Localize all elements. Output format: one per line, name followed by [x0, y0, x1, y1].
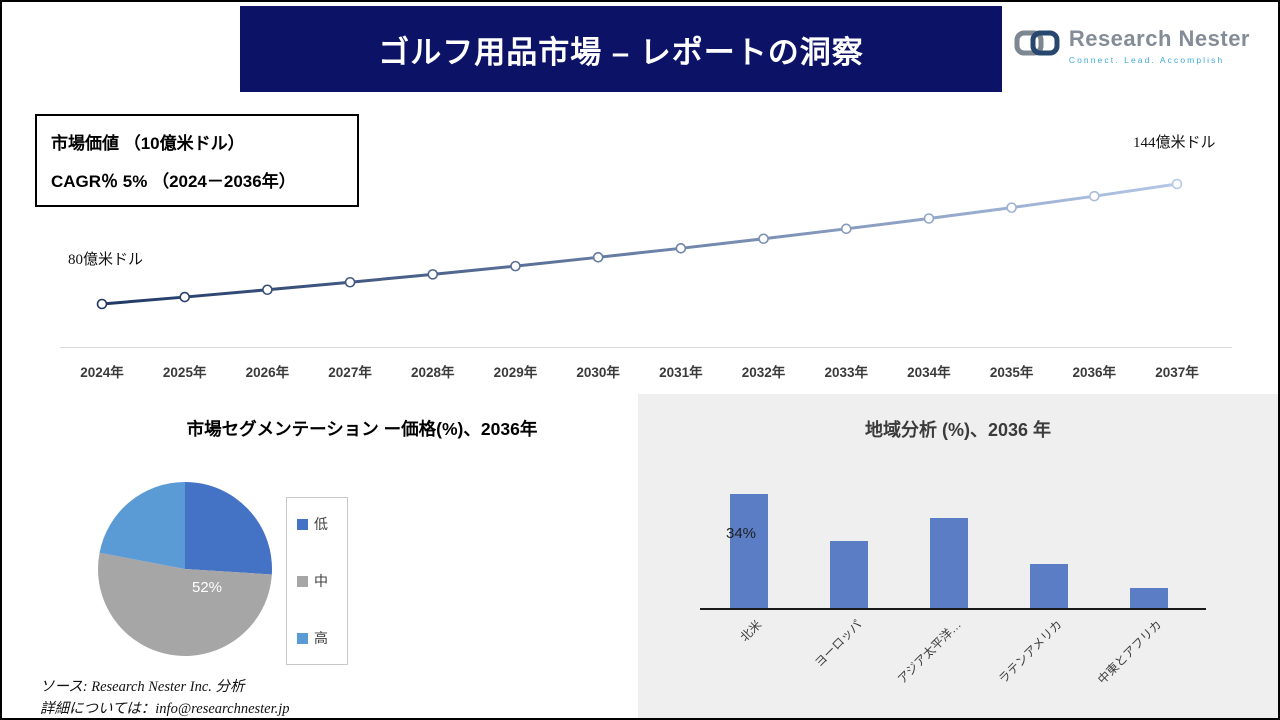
bar	[730, 494, 768, 608]
legend-label: 中	[314, 573, 328, 589]
line-marker	[96, 298, 108, 310]
bar-category-label: 中東とアフリカ	[1095, 617, 1165, 687]
logo-text: Research Nester Connect. Lead. Accomplis…	[1069, 26, 1250, 65]
title-banner: ゴルフ用品市場 – レポートの洞察	[240, 6, 1002, 92]
line-marker	[262, 284, 273, 296]
x-axis-label: 2037年	[1155, 365, 1199, 380]
line-marker	[675, 243, 687, 254]
line-marker	[840, 223, 852, 235]
logo-brand-text: Research Nester	[1068, 26, 1250, 51]
x-axis-label: 2029年	[493, 365, 538, 380]
legend-item: 低	[297, 514, 337, 534]
bar-chart-title: 地域分析 (%)、2036 年	[864, 420, 1052, 440]
line-marker	[923, 213, 935, 224]
line-marker	[592, 252, 604, 263]
contact-note: 詳細については：info@researchnester.jp	[40, 701, 290, 717]
bar-category-label: アジア太平洋…	[895, 617, 965, 687]
pie-data-label: 52%	[192, 579, 222, 596]
x-axis-label: 2025年	[162, 365, 207, 380]
line-start-value: 80億米ドル	[68, 252, 144, 268]
regional-analysis-panel: 地域分析 (%)、2036 年 北米 ヨーロッパ アジア太平洋… ラテンアメリカ 中東と…	[638, 394, 1278, 718]
x-axis-label: 2033年	[824, 365, 868, 380]
pie-chart-title: 市場セグメンテーション ー価格(%)、2036年	[186, 419, 538, 439]
logo-tagline: Connect. Lead. Accomplish	[1068, 55, 1225, 65]
line-marker	[1006, 202, 1017, 213]
line-marker	[427, 269, 439, 280]
line-marker	[1089, 190, 1100, 202]
x-axis-label: 2030年	[576, 365, 620, 380]
line-marker	[344, 276, 356, 288]
bar-category-label: 北米	[737, 617, 765, 645]
legend-swatch	[297, 632, 308, 644]
market-value-cagr-box: 市場価値 （10億米ドル） CAGR％ 5% （2024－2036年）	[35, 114, 359, 207]
legend-item: 中	[297, 571, 337, 591]
bar-category-label: ヨーロッパ	[811, 617, 865, 670]
pie-legend: 低中高	[286, 497, 348, 665]
bar	[1030, 564, 1068, 608]
brand-logo: Research Nester Connect. Lead. Accomplis…	[1014, 26, 1250, 65]
page-title: ゴルフ用品市場 – レポートの洞察	[378, 34, 864, 70]
x-axis-label: 2036年	[1072, 365, 1117, 380]
x-axis-label: 2032年	[741, 365, 786, 380]
line-marker	[758, 233, 769, 245]
line-marker	[1171, 178, 1183, 190]
x-axis-label: 2024年	[80, 365, 124, 380]
bar-category-label: ラテンアメリカ	[995, 617, 1065, 687]
line-marker	[510, 260, 521, 272]
source-note: ソース: Research Nester Inc. 分析	[40, 679, 245, 695]
x-axis-label: 2028年	[410, 365, 455, 380]
chain-link-icon	[1014, 30, 1060, 56]
bar	[1130, 587, 1168, 608]
line-chart-x-labels: 2024年 2025年 2026年 2027年 2028年 2029年 2030年 2031年…	[2, 361, 1278, 381]
x-axis-label: 2035年	[989, 365, 1034, 380]
pie-slice	[99, 482, 185, 569]
line-chart-axis	[60, 347, 1232, 348]
bar-chart-axis	[700, 608, 1206, 610]
line-end-value: 144億米ドル	[1133, 135, 1216, 151]
segmentation-pie-chart: 52%	[98, 482, 273, 656]
line-marker	[179, 291, 190, 303]
regional-bar-chart: 北米 ヨーロッパ アジア太平洋… ラテンアメリカ 中東とアフリカ 34%	[638, 394, 1278, 718]
cagr-label: CAGR％ 5% （2024－2036年）	[51, 172, 296, 191]
legend-swatch	[297, 518, 308, 530]
bar-data-label: 34%	[726, 525, 757, 542]
pie-slice	[185, 482, 273, 575]
legend-item: 高	[297, 628, 337, 648]
legend-label: 低	[314, 516, 328, 532]
bar	[830, 541, 868, 608]
bar	[930, 517, 968, 608]
x-axis-label: 2034年	[907, 365, 951, 380]
x-axis-label: 2031年	[659, 365, 703, 380]
legend-swatch	[297, 575, 308, 587]
market-value-label: 市場価値 （10億米ドル）	[51, 134, 245, 153]
x-axis-label: 2027年	[328, 365, 372, 380]
pie-slice	[98, 552, 272, 656]
legend-label: 高	[314, 630, 328, 646]
x-axis-label: 2026年	[245, 365, 290, 380]
